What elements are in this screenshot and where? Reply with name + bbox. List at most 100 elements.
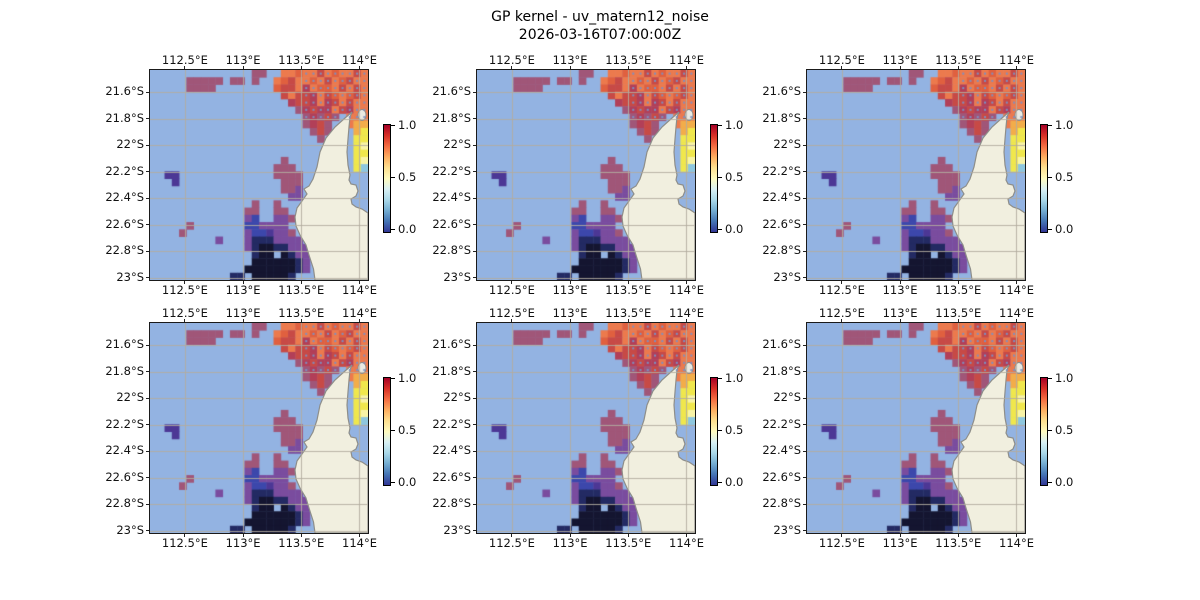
colorbar-tick-mark [391, 378, 395, 379]
y-tick-mark [473, 477, 476, 479]
y-tick-mark [473, 277, 476, 279]
x-tick-mark [841, 281, 843, 284]
colorbar-tick-mark [391, 482, 395, 483]
colorbar-gradient [1040, 377, 1048, 486]
x-tick-label-bottom: 114°E [999, 536, 1034, 550]
y-tick-mark [146, 224, 149, 226]
x-tick-mark [300, 534, 302, 537]
y-tick-mark [473, 91, 476, 93]
colorbar-gradient [383, 377, 391, 486]
x-tick-label-bottom: 112.5°E [488, 283, 535, 297]
x-tick-mark [184, 66, 186, 69]
x-tick-mark [569, 319, 571, 322]
x-tick-label-top: 114°E [999, 53, 1034, 67]
figure-subtitle: 2026-03-16T07:00:00Z [518, 27, 682, 43]
colorbar-tick-mark [718, 430, 722, 431]
x-tick-label-bottom: 114°E [999, 283, 1034, 297]
y-tick-mark [803, 171, 806, 173]
x-tick-label-top: 112.5°E [818, 306, 865, 320]
y-tick-label: 21.8°S [762, 110, 801, 125]
x-tick-label-top: 113.5°E [935, 53, 982, 67]
y-tick-label: 22.6°S [762, 216, 801, 231]
x-tick-mark [1015, 319, 1017, 322]
x-tick-mark [184, 281, 186, 284]
y-tick-mark [473, 371, 476, 373]
colorbar-tick-label: 0.5 [398, 422, 417, 437]
x-tick-label-top: 114°E [342, 53, 377, 67]
y-tick-mark [473, 424, 476, 426]
x-tick-mark [627, 319, 629, 322]
x-tick-label-bottom: 113°E [552, 536, 588, 550]
x-tick-mark [841, 319, 843, 322]
y-tick-label: 21.8°S [762, 363, 801, 378]
y-tick-mark [803, 450, 806, 452]
y-tick-mark [146, 424, 149, 426]
colorbar-gradient [383, 124, 391, 233]
colorbar-gradient [710, 124, 718, 233]
x-tick-mark [627, 281, 629, 284]
x-tick-label-top: 113°E [882, 53, 918, 67]
x-tick-label-top: 114°E [669, 306, 704, 320]
y-tick-mark [146, 503, 149, 505]
x-tick-mark [957, 319, 959, 322]
colorbar-tick-label: 0.0 [398, 474, 417, 489]
y-tick-mark [473, 397, 476, 399]
y-tick-label: 22.4°S [762, 190, 801, 205]
y-tick-mark [473, 171, 476, 173]
y-tick-label: 22.8°S [762, 243, 801, 258]
y-tick-mark [473, 250, 476, 252]
x-tick-label-bottom: 112.5°E [161, 283, 208, 297]
x-tick-label-top: 112.5°E [488, 53, 535, 67]
y-tick-mark [473, 144, 476, 146]
x-tick-mark [899, 534, 901, 537]
map-panel-2: 112.5°E 112.5°E 113°E 113°E 113.5°E 113.5°E 11… [432, 53, 704, 297]
x-tick-label-bottom: 112.5°E [488, 536, 535, 550]
y-tick-label: 21.6°S [762, 84, 801, 99]
y-tick-mark [803, 503, 806, 505]
x-tick-mark [957, 534, 959, 537]
colorbar-tick-mark [1048, 177, 1052, 178]
x-tick-label-top: 113.5°E [278, 53, 325, 67]
x-tick-mark [511, 534, 513, 537]
x-tick-mark [957, 281, 959, 284]
y-tick-mark [146, 477, 149, 479]
y-tick-label: 21.6°S [432, 337, 471, 352]
x-tick-mark [242, 534, 244, 537]
y-tick-mark [146, 91, 149, 93]
y-tick-label: 22.8°S [105, 243, 144, 258]
y-tick-label: 21.6°S [762, 337, 801, 352]
colorbar-tick-label: 0.5 [725, 422, 744, 437]
gridlines-overlay [150, 70, 368, 280]
x-tick-mark [899, 281, 901, 284]
y-tick-mark [473, 450, 476, 452]
y-tick-label: 21.8°S [432, 110, 471, 125]
colorbar-tick-mark [718, 177, 722, 178]
x-tick-mark [1015, 281, 1017, 284]
x-tick-label-bottom: 113.5°E [935, 536, 982, 550]
colorbar-gradient [710, 377, 718, 486]
x-tick-mark [242, 319, 244, 322]
colorbar-gradient [1040, 124, 1048, 233]
y-tick-label: 22.2°S [105, 416, 144, 431]
x-tick-label-top: 113°E [882, 306, 918, 320]
x-tick-mark [685, 534, 687, 537]
x-tick-label-top: 113°E [225, 53, 261, 67]
colorbar-tick-mark [391, 177, 395, 178]
x-tick-mark [685, 319, 687, 322]
y-tick-mark [803, 424, 806, 426]
x-tick-mark [569, 534, 571, 537]
x-tick-mark [358, 281, 360, 284]
y-tick-label: 21.8°S [105, 110, 144, 125]
x-tick-label-bottom: 113.5°E [278, 283, 325, 297]
x-tick-mark [242, 66, 244, 69]
y-tick-label: 22°S [773, 390, 801, 405]
y-tick-label: 22°S [443, 390, 471, 405]
x-tick-mark [358, 66, 360, 69]
x-tick-mark [569, 281, 571, 284]
y-tick-label: 22.6°S [432, 216, 471, 231]
y-tick-mark [146, 530, 149, 532]
x-tick-mark [242, 281, 244, 284]
y-tick-label: 21.6°S [432, 84, 471, 99]
x-tick-label-bottom: 113°E [225, 536, 261, 550]
